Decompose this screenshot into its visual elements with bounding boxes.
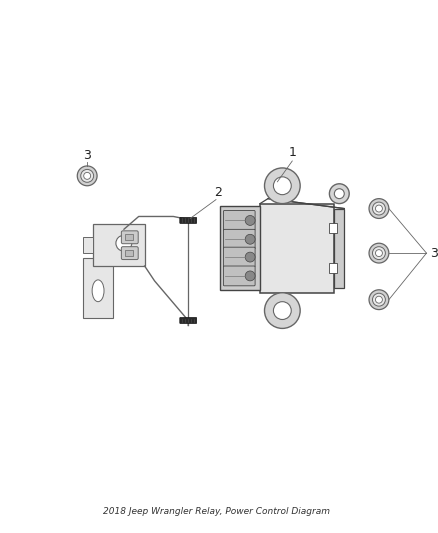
FancyBboxPatch shape [125, 235, 133, 240]
Circle shape [372, 247, 385, 260]
Text: 3: 3 [431, 247, 438, 260]
Circle shape [245, 252, 255, 262]
Circle shape [77, 166, 97, 186]
Circle shape [372, 202, 385, 215]
Ellipse shape [92, 280, 104, 302]
Circle shape [273, 177, 291, 195]
Circle shape [375, 296, 382, 303]
Circle shape [245, 235, 255, 244]
Circle shape [245, 215, 255, 225]
FancyBboxPatch shape [180, 318, 197, 324]
Text: 2018 Jeep Wrangler Relay, Power Control Diagram: 2018 Jeep Wrangler Relay, Power Control … [103, 507, 330, 515]
FancyBboxPatch shape [180, 217, 197, 223]
FancyBboxPatch shape [334, 208, 344, 288]
FancyBboxPatch shape [83, 237, 93, 253]
Text: 3: 3 [83, 149, 91, 162]
Text: 2: 2 [214, 185, 222, 199]
FancyBboxPatch shape [125, 250, 133, 256]
Circle shape [81, 169, 94, 182]
Circle shape [84, 172, 91, 179]
FancyBboxPatch shape [220, 206, 260, 290]
Circle shape [265, 293, 300, 328]
Circle shape [375, 205, 382, 212]
FancyBboxPatch shape [223, 266, 255, 286]
Circle shape [334, 189, 344, 199]
FancyBboxPatch shape [329, 263, 337, 273]
Circle shape [329, 184, 349, 204]
FancyBboxPatch shape [93, 224, 145, 266]
FancyBboxPatch shape [329, 223, 337, 233]
FancyBboxPatch shape [83, 258, 113, 318]
Circle shape [245, 271, 255, 281]
FancyBboxPatch shape [260, 204, 334, 293]
Circle shape [369, 243, 389, 263]
Circle shape [375, 249, 382, 256]
Circle shape [265, 168, 300, 204]
Text: 1: 1 [288, 146, 296, 159]
FancyBboxPatch shape [121, 231, 138, 244]
Circle shape [372, 293, 385, 306]
Circle shape [273, 302, 291, 319]
FancyBboxPatch shape [121, 247, 138, 260]
Circle shape [116, 235, 132, 251]
FancyBboxPatch shape [223, 247, 255, 267]
Circle shape [369, 290, 389, 310]
FancyBboxPatch shape [223, 211, 255, 230]
Circle shape [369, 199, 389, 219]
FancyBboxPatch shape [223, 229, 255, 249]
